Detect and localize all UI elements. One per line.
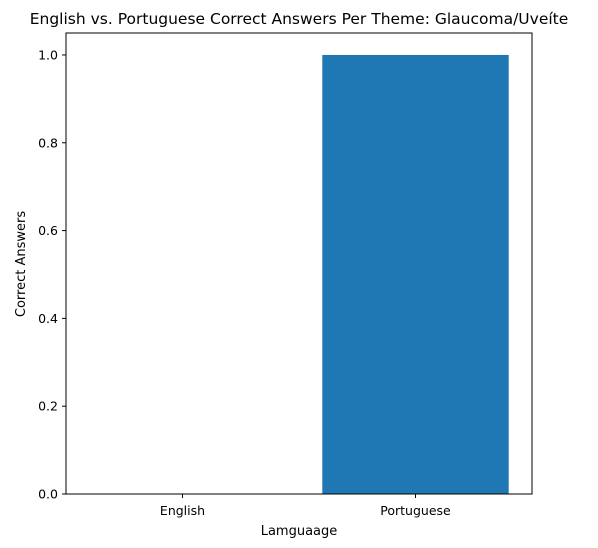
y-tick-label: 0.0 (38, 487, 58, 502)
x-axis-ticks: English Portuguese (160, 494, 451, 518)
y-tick-label: 0.4 (38, 311, 58, 326)
y-tick-label: 0.2 (38, 399, 58, 414)
y-tick-label: 0.8 (38, 135, 58, 150)
x-tick-label: Portuguese (380, 503, 451, 518)
y-tick-label: 1.0 (38, 47, 58, 62)
x-axis-label: Lamguaage (261, 524, 338, 539)
y-tick-label: 0.6 (38, 223, 58, 238)
bar-portuguese (322, 54, 509, 494)
plot-frame (65, 32, 533, 495)
bars-group (322, 54, 509, 494)
x-tick-label: English (160, 503, 205, 518)
y-axis-ticks: 0.0 0.2 0.4 0.6 0.8 1.0 (38, 47, 66, 502)
chart-title: English vs. Portuguese Correct Answers P… (30, 10, 569, 28)
y-axis-label: Correct Answers (14, 211, 29, 317)
